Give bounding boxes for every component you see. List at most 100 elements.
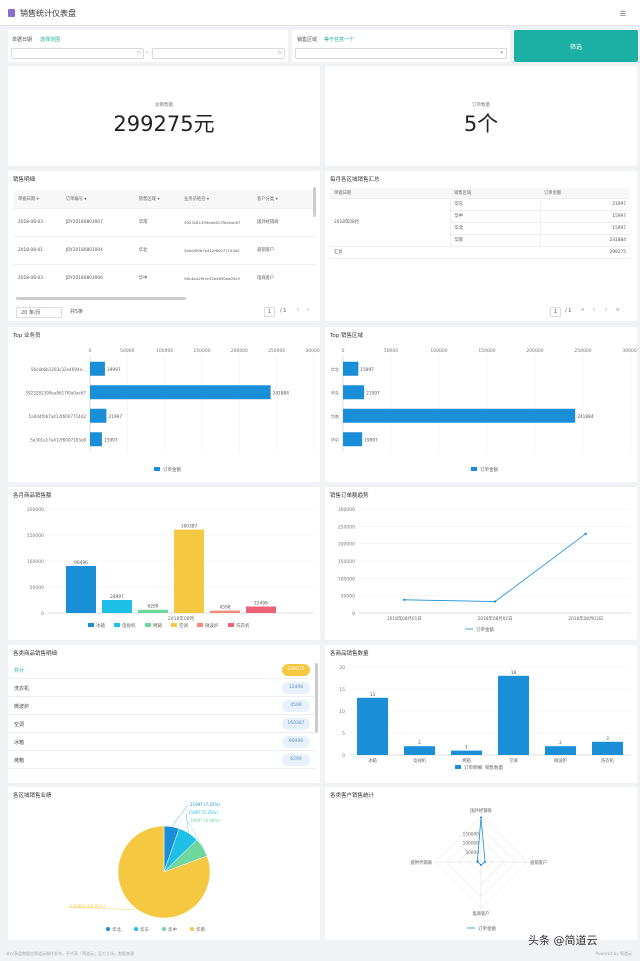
x-tick-label: 冰箱 <box>368 757 377 764</box>
item-label: 洗衣机 <box>14 686 30 692</box>
table-cell: JDY20180803006 <box>61 264 135 292</box>
y-tick-label: 0 <box>352 611 355 617</box>
order-count-card: 订单数量 5个 <box>325 66 637 166</box>
y-tick-label: 20 <box>339 665 345 671</box>
page-input[interactable]: 1 <box>264 307 276 317</box>
top-region-title: Top 销售区域 <box>330 333 364 339</box>
x-tick-label: 250000 <box>268 348 285 354</box>
legend-label: 电视机 <box>122 622 136 629</box>
region-performance-card: 各区域销售业绩 21997 (7.35%) 15997 (5.35%) 19997 … <box>8 787 320 940</box>
page-size-select[interactable]: 20 条/页 <box>16 307 62 318</box>
y-tick-label: 华南 <box>331 413 339 419</box>
y-tick-label: 5923281399ea0617f0a0ac67 <box>25 390 86 395</box>
legend-swatch <box>134 927 138 931</box>
region-cell: 华南 <box>450 234 541 247</box>
column-header[interactable]: 销售区域 <box>450 188 540 199</box>
y-tick-label: 50000 <box>341 594 355 600</box>
bar <box>102 600 132 613</box>
region-select[interactable]: ▾ <box>295 48 507 59</box>
calendar-icon: ◷ <box>136 50 141 56</box>
first-page-icon[interactable]: « <box>581 307 585 313</box>
watermark: 头条 @简道云 <box>528 934 598 947</box>
x-tick-label: 150000 <box>478 348 495 354</box>
data-label: 24997 <box>110 594 124 600</box>
prev-page-icon[interactable]: ‹ <box>593 307 595 313</box>
bar <box>90 385 271 400</box>
next-page-icon[interactable]: › <box>307 307 309 313</box>
column-header[interactable]: 客户分类 ▾ <box>253 190 316 209</box>
data-label: 15997 <box>104 437 118 443</box>
last-page-icon[interactable]: » <box>616 307 620 313</box>
list-item: 洗衣机 12498 <box>8 679 316 697</box>
page-input[interactable]: 1 <box>550 307 562 317</box>
legend-label: 空调 <box>179 622 188 629</box>
indicator-label: 国外经销商 <box>470 807 492 814</box>
bar <box>90 408 107 423</box>
x-tick-label: 250000 <box>574 348 591 354</box>
monthly-product-sales-chart: 0 50000 100000 150000 200000 90496 24997 6299 16… <box>27 507 314 629</box>
column-header[interactable]: 订单编号 ▾ <box>61 190 135 209</box>
bar <box>404 746 435 755</box>
prev-page-icon[interactable]: ‹ <box>297 307 299 313</box>
list-item: 冰箱 90496 <box>8 733 316 751</box>
data-label: 3 <box>606 736 609 742</box>
product-quantity-card: 各商品销售数量 0 5 10 15 20 13 冰箱 2 电视机 1 烤箱 18 空调 2 微波炉 3 洗衣机订… <box>325 645 637 783</box>
end-date-input[interactable]: ◷ <box>152 48 285 59</box>
data-label: 4598 <box>220 605 231 611</box>
date-range-select[interactable]: 选择范围 <box>40 37 61 43</box>
y-tick-label: 5a0d4f0b7a412f600771442 <box>29 414 87 419</box>
y-tick-label: 300000 <box>338 507 355 513</box>
product-quantity-title: 各商品销售数量 <box>330 651 369 657</box>
item-label: 冰箱 <box>14 740 25 746</box>
table-row: 华北 15997 <box>330 222 630 235</box>
y-tick-label: 150000 <box>27 533 44 539</box>
table-row[interactable]: 2018-08-03 JDY20180803007 华南 5923281399ea06… <box>14 208 316 237</box>
filter-button[interactable]: 筛选 <box>514 30 638 62</box>
total-row: 汇总 299275 <box>330 246 630 259</box>
detail-scroll-thumb[interactable] <box>313 187 316 217</box>
data-label: 6299 <box>148 604 159 610</box>
region-condition-select[interactable]: 等于任意一个 <box>324 37 355 43</box>
start-date-input[interactable]: ◷ <box>11 48 144 59</box>
date-filter-label: 单据日期 <box>12 37 33 43</box>
column-header[interactable]: 业务员姓名 ▾ <box>180 190 254 209</box>
legend-label: 订单金额 <box>480 466 498 473</box>
column-header[interactable]: 订单金额 <box>540 188 630 199</box>
r-tick-label: 100000 <box>463 841 480 847</box>
bar <box>451 750 482 755</box>
month-cell: 2018年08月 <box>330 198 451 247</box>
table-row: 华南 241884 <box>330 234 630 247</box>
column-header[interactable]: 单据日期 ▾ <box>14 190 62 209</box>
column-header[interactable]: 单据日期 <box>330 188 450 199</box>
data-label: 2 <box>559 740 562 746</box>
table-row[interactable]: 2018-08-03 JDY20180803006 华中 56c4b42f93c32e… <box>14 264 316 292</box>
next-page-icon[interactable]: › <box>605 307 607 313</box>
y-tick-label: 5a301a17a412f6007163e8 <box>30 437 86 442</box>
horizontal-scrollbar[interactable] <box>16 297 186 300</box>
legend-swatch <box>114 623 120 627</box>
x-tick-label: 2018年08月03日 <box>568 615 603 622</box>
table-row[interactable]: 2018-08-01 JDY20180801004 华北 5a0d4f0b7a412f… <box>14 236 316 265</box>
r-tick-label: 50000 <box>465 850 479 856</box>
x-tick-label: 2018年08月 <box>168 615 194 622</box>
sales-detail-card: 销售明细 单据日期 ▾ 订单编号 ▾ 销售区域 ▾ 业务员姓名 ▾ 客户分类 ▾ 201… <box>8 171 320 321</box>
data-point <box>476 861 479 863</box>
sales-detail-table: 单据日期 ▾ 订单编号 ▾ 销售区域 ▾ 业务员姓名 ▾ 客户分类 ▾ 2018-08-… <box>14 190 316 292</box>
item-label: 空调 <box>14 722 25 728</box>
x-tick-label: 洗衣机 <box>601 757 615 764</box>
indicator-label: 提供代销商 <box>411 859 433 866</box>
data-label: 13 <box>370 692 376 698</box>
table-cell: 直销客户 <box>253 236 316 265</box>
data-label: 19997 <box>107 367 121 373</box>
list-item: 微波炉 4598 <box>8 697 316 715</box>
amount-cell: 21997 <box>540 198 630 211</box>
column-header[interactable]: 销售区域 ▾ <box>134 190 181 209</box>
top-region-card: Top 销售区域 0 50000 100000 150000 200000 250000 3… <box>325 327 637 482</box>
list-icon[interactable]: ☰ <box>619 10 626 18</box>
date-separator: - <box>146 50 148 56</box>
item-value: 4598 <box>282 700 310 712</box>
list-scroll-thumb[interactable] <box>315 663 318 733</box>
list-item: 烤箱 6299 <box>8 751 316 769</box>
order-trend-title: 销售订单额趋势 <box>330 493 369 499</box>
